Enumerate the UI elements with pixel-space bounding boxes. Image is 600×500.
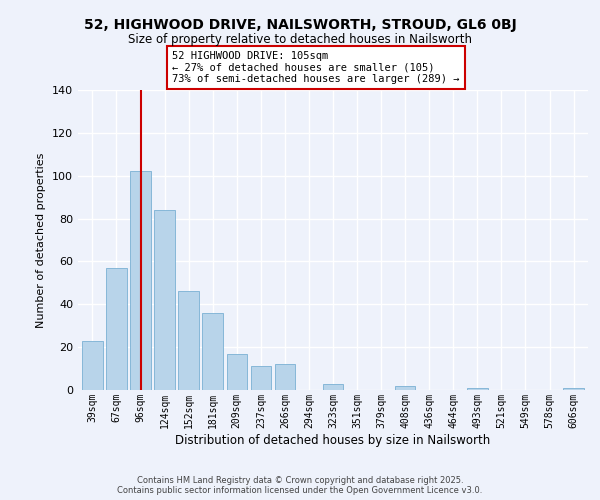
Bar [178,292,199,390]
Bar [395,386,415,390]
Bar [467,388,488,390]
Text: 52 HIGHWOOD DRIVE: 105sqm
← 27% of detached houses are smaller (105)
73% of semi: 52 HIGHWOOD DRIVE: 105sqm ← 27% of detac… [172,51,460,84]
Bar [202,313,223,390]
Bar [82,340,103,390]
Text: Size of property relative to detached houses in Nailsworth: Size of property relative to detached ho… [128,32,472,46]
Text: 52, HIGHWOOD DRIVE, NAILSWORTH, STROUD, GL6 0BJ: 52, HIGHWOOD DRIVE, NAILSWORTH, STROUD, … [83,18,517,32]
Text: Contains HM Land Registry data © Crown copyright and database right 2025.
Contai: Contains HM Land Registry data © Crown c… [118,476,482,495]
Bar [563,388,584,390]
Bar [275,364,295,390]
Bar [323,384,343,390]
Bar [227,354,247,390]
Bar [154,210,175,390]
Bar [106,268,127,390]
Bar [251,366,271,390]
X-axis label: Distribution of detached houses by size in Nailsworth: Distribution of detached houses by size … [175,434,491,446]
Bar [130,172,151,390]
Y-axis label: Number of detached properties: Number of detached properties [37,152,46,328]
